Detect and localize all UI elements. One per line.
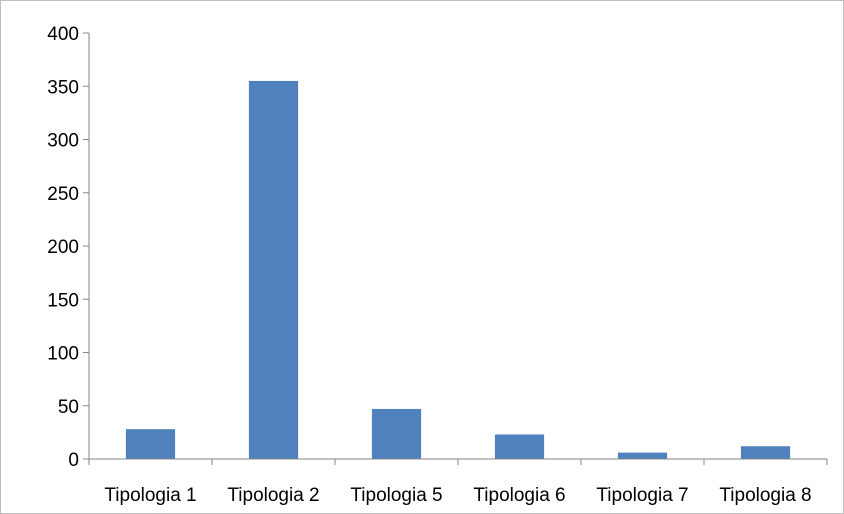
bar-tipologia-1 (125, 429, 176, 459)
bar-tipologia-8 (740, 446, 791, 459)
bar-tipologia-7 (617, 452, 668, 459)
x-tick-label: Tipologia 1 (104, 485, 196, 506)
y-axis: 0 50 100 150 200 250 300 350 400 (47, 24, 90, 471)
y-tick-label: 100 (47, 344, 79, 365)
bar-tipologia-2 (248, 80, 299, 460)
y-tick-label: 350 (47, 77, 79, 98)
bars (125, 80, 791, 460)
y-tick-label: 50 (58, 397, 79, 418)
x-tick-label: Tipologia 5 (350, 485, 442, 506)
x-axis: Tipologia 1 Tipologia 2 Tipologia 5 Tipolog… (88, 458, 828, 506)
x-tick-label: Tipologia 2 (227, 485, 319, 506)
y-tick-label: 200 (47, 237, 79, 258)
y-tick-label: 300 (47, 131, 79, 152)
x-tick-label: Tipologia 7 (596, 485, 688, 506)
bar-tipologia-5 (371, 408, 422, 459)
y-tick-label: 400 (47, 24, 79, 45)
y-tick-label: 0 (68, 450, 79, 471)
y-tick-label: 250 (47, 184, 79, 205)
y-tick-label: 150 (47, 290, 79, 311)
bar-tipologia-6 (494, 434, 545, 459)
x-tick-label: Tipologia 6 (473, 485, 565, 506)
x-tick-label: Tipologia 8 (719, 485, 811, 506)
